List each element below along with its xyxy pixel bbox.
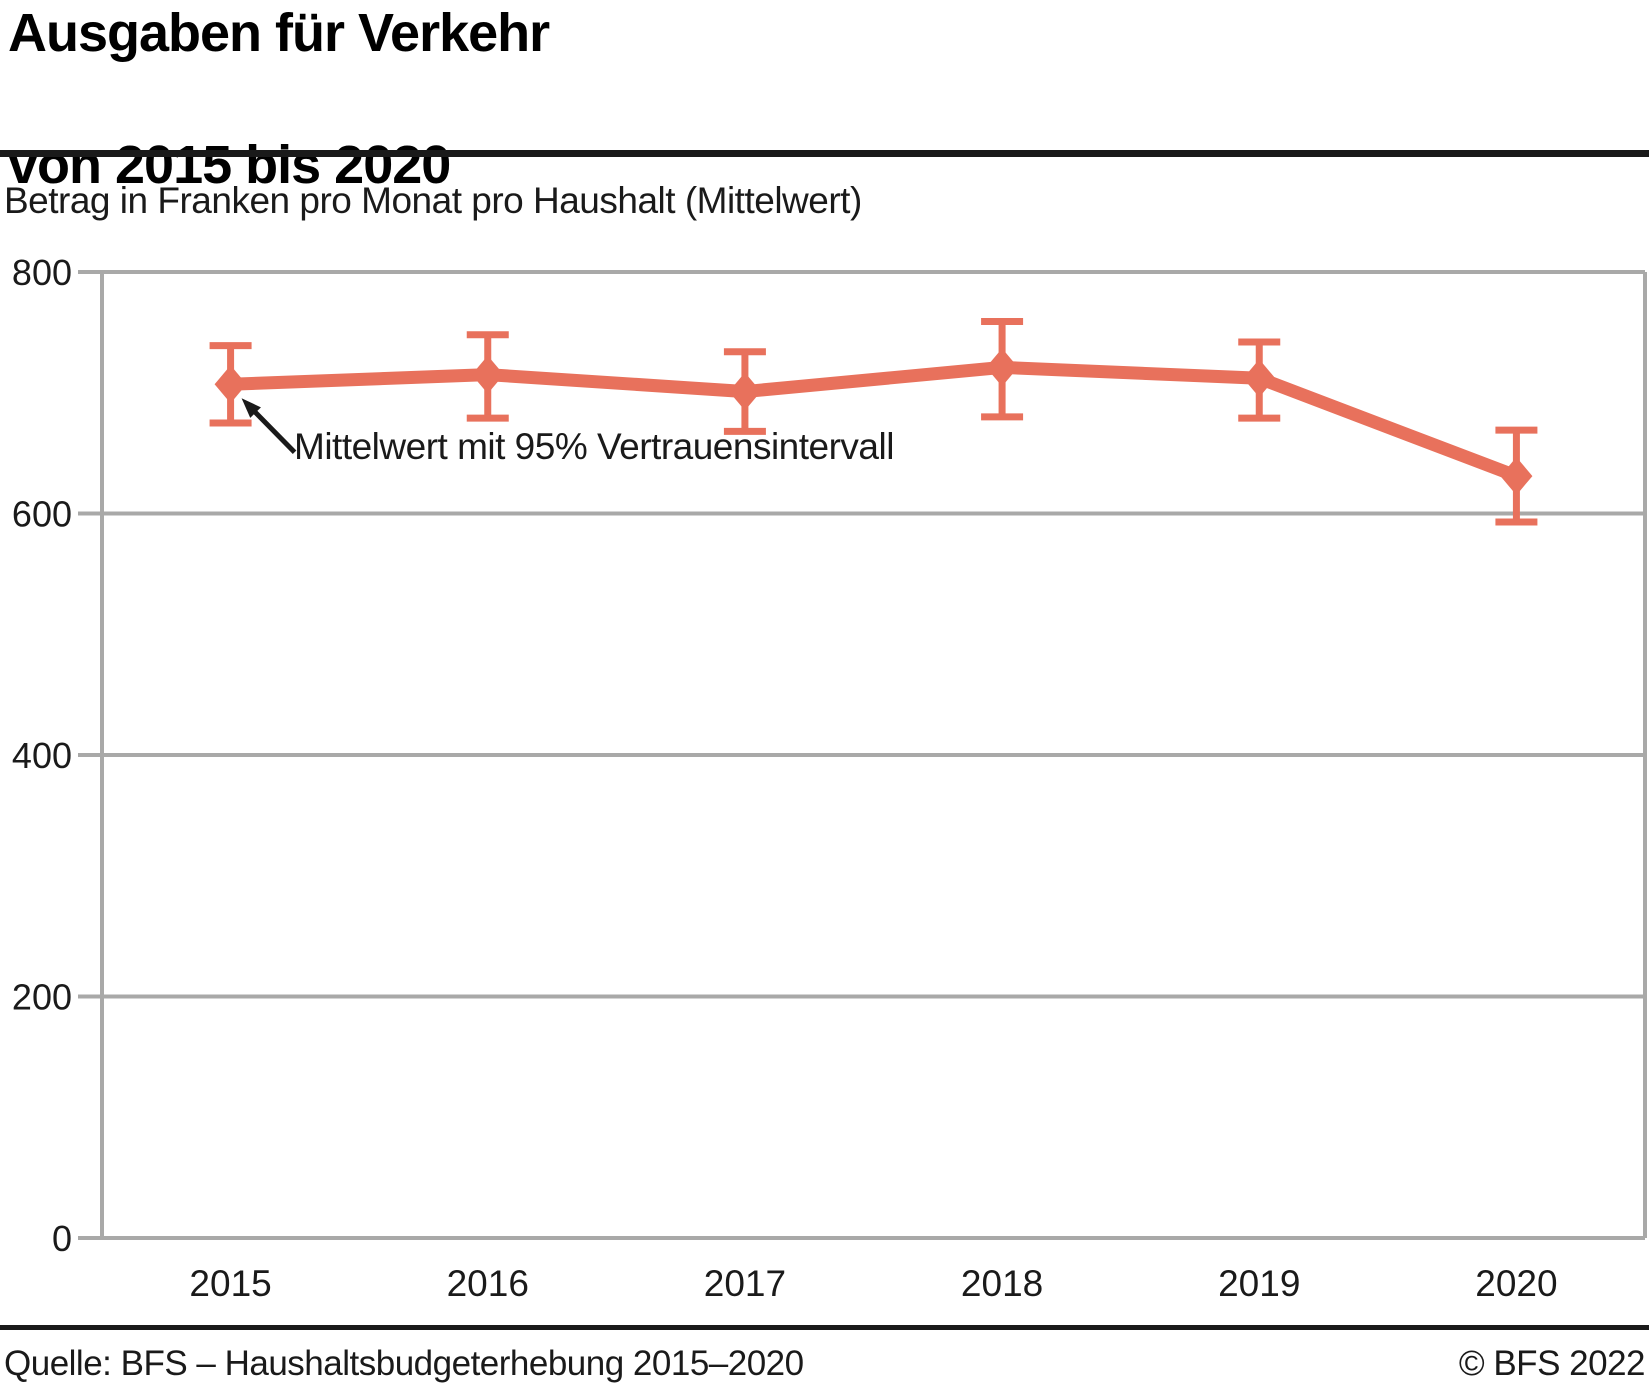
y-tick-label: 200 bbox=[12, 977, 72, 1018]
footer-divider bbox=[0, 1325, 1649, 1330]
title-divider bbox=[0, 150, 1649, 157]
x-tick-label: 2017 bbox=[704, 1263, 786, 1304]
x-tick-label: 2020 bbox=[1475, 1263, 1557, 1304]
x-tick-label: 2015 bbox=[189, 1263, 271, 1304]
footer: Quelle: BFS – Haushaltsbudgeterhebung 20… bbox=[4, 1344, 1646, 1384]
data-point-marker bbox=[728, 372, 761, 411]
page-title: Ausgaben für Verkehr von 2015 bis 2020 bbox=[8, 0, 550, 198]
copyright-text: © BFS 2022 bbox=[1458, 1344, 1646, 1383]
y-tick-label: 400 bbox=[12, 735, 72, 776]
annotation-arrow-line bbox=[251, 407, 297, 455]
x-tick-label: 2018 bbox=[961, 1263, 1043, 1304]
line-chart: 0 200 400 600 800 2015 2016 2017 2018 2019 2020 bbox=[12, 252, 1647, 1304]
y-tick-label: 800 bbox=[12, 252, 72, 293]
annotation-arrow-head bbox=[241, 398, 261, 418]
series-line bbox=[230, 360, 1519, 483]
title-line-2: von 2015 bis 2020 bbox=[8, 135, 451, 195]
chart-subtitle: Betrag in Franken pro Monat pro Haushalt… bbox=[4, 180, 862, 221]
title-line-1: Ausgaben für Verkehr bbox=[8, 3, 550, 63]
data-point-marker bbox=[1500, 457, 1533, 496]
y-tick-label: 600 bbox=[12, 494, 72, 535]
x-tick-label: 2019 bbox=[1218, 1263, 1300, 1304]
annotation-label: Mittelwert mit 95% Vertrauensintervall bbox=[294, 426, 894, 467]
data-point-marker bbox=[986, 348, 1019, 387]
data-point-marker bbox=[471, 355, 504, 394]
x-tick-label: 2016 bbox=[447, 1263, 529, 1304]
source-text: Quelle: BFS – Haushaltsbudgeterhebung 20… bbox=[4, 1344, 804, 1383]
data-point-marker bbox=[214, 365, 247, 404]
data-point-marker bbox=[1243, 359, 1276, 398]
y-tick-label: 0 bbox=[52, 1218, 72, 1259]
